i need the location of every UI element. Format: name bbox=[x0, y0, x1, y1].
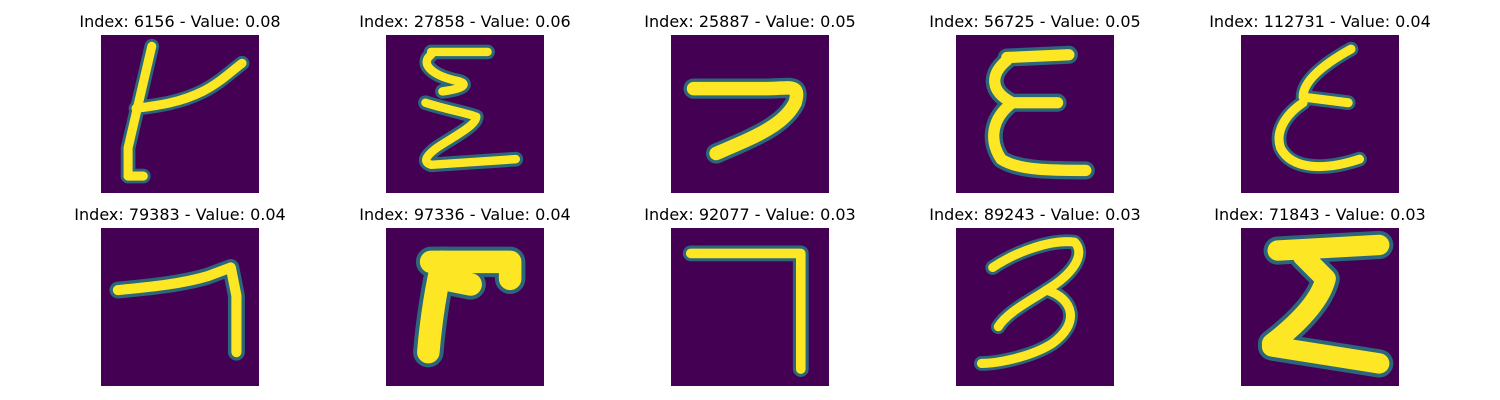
panel-title: Index: 6156 - Value: 0.08 bbox=[79, 12, 281, 31]
panel-title: Index: 25887 - Value: 0.05 bbox=[644, 12, 856, 31]
panel-title: Index: 112731 - Value: 0.04 bbox=[1209, 12, 1431, 31]
panel-title: Index: 27858 - Value: 0.06 bbox=[359, 12, 571, 31]
handwritten-character-sigma-icon bbox=[386, 35, 544, 193]
handwritten-character-t-icon bbox=[101, 35, 259, 193]
handwritten-character-hook-icon bbox=[671, 35, 829, 193]
panel-title: Index: 89243 - Value: 0.03 bbox=[929, 205, 1141, 224]
handwritten-character-epsilon-icon bbox=[1241, 35, 1399, 193]
panel-title: Index: 97336 - Value: 0.04 bbox=[359, 205, 571, 224]
handwritten-character-angle-icon bbox=[101, 228, 259, 386]
panel-title: Index: 92077 - Value: 0.03 bbox=[644, 205, 856, 224]
handwritten-character-three-icon bbox=[956, 228, 1114, 386]
panel-title: Index: 79383 - Value: 0.04 bbox=[74, 205, 286, 224]
panel-title: Index: 56725 - Value: 0.05 bbox=[929, 12, 1141, 31]
handwritten-character-sigma-bold-icon bbox=[1241, 228, 1399, 386]
panel-title: Index: 71843 - Value: 0.03 bbox=[1214, 205, 1426, 224]
handwritten-character-e-icon bbox=[956, 35, 1114, 193]
handwritten-character-f-icon bbox=[386, 228, 544, 386]
handwritten-character-seven-icon bbox=[671, 228, 829, 386]
